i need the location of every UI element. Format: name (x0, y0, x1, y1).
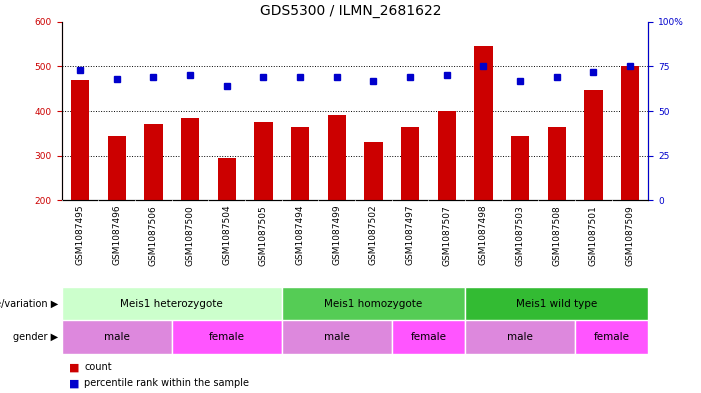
Text: GSM1087498: GSM1087498 (479, 205, 488, 265)
Bar (327, 116, 346, 200)
Text: female: female (594, 332, 629, 342)
Bar (547, 127, 566, 200)
Text: percentile rank within the sample: percentile rank within the sample (84, 378, 249, 388)
Bar (107, 136, 126, 200)
Bar (511, 136, 529, 200)
Text: Meis1 wild type: Meis1 wild type (516, 299, 597, 309)
Text: gender ▶: gender ▶ (13, 332, 58, 342)
Text: Meis1 heterozygote: Meis1 heterozygote (121, 299, 223, 309)
Bar (282, 287, 465, 320)
Bar (217, 158, 236, 200)
Text: male: male (507, 332, 533, 342)
Text: GSM1087495: GSM1087495 (76, 205, 85, 265)
Bar (62, 287, 282, 320)
Text: female: female (410, 332, 447, 342)
Text: GSM1087497: GSM1087497 (406, 205, 414, 265)
Bar (401, 127, 419, 200)
Text: GSM1087499: GSM1087499 (332, 205, 341, 265)
Bar (62, 320, 172, 354)
Text: ■: ■ (69, 362, 79, 373)
Bar (291, 127, 309, 200)
Text: GSM1087509: GSM1087509 (625, 205, 634, 266)
Text: genotype/variation ▶: genotype/variation ▶ (0, 299, 58, 309)
Text: GSM1087494: GSM1087494 (296, 205, 304, 265)
Text: GDS5300 / ILMN_2681622: GDS5300 / ILMN_2681622 (260, 4, 441, 18)
Text: GSM1087496: GSM1087496 (112, 205, 121, 265)
Text: GSM1087502: GSM1087502 (369, 205, 378, 265)
Bar (465, 287, 648, 320)
Text: female: female (209, 332, 245, 342)
Text: GSM1087506: GSM1087506 (149, 205, 158, 266)
Bar (365, 142, 383, 200)
Text: GSM1087508: GSM1087508 (552, 205, 562, 266)
Bar (475, 46, 493, 200)
Text: GSM1087501: GSM1087501 (589, 205, 598, 266)
Bar (181, 118, 199, 200)
Bar (254, 122, 273, 200)
Text: male: male (104, 332, 130, 342)
Text: GSM1087505: GSM1087505 (259, 205, 268, 266)
Bar (144, 125, 163, 200)
Bar (282, 320, 392, 354)
Text: count: count (84, 362, 111, 373)
Text: GSM1087507: GSM1087507 (442, 205, 451, 266)
Bar (465, 320, 575, 354)
Text: Meis1 homozygote: Meis1 homozygote (325, 299, 423, 309)
Bar (172, 320, 282, 354)
Bar (575, 320, 648, 354)
Text: ■: ■ (69, 378, 79, 388)
Bar (437, 111, 456, 200)
Bar (392, 320, 465, 354)
Bar (71, 80, 89, 200)
Text: male: male (324, 332, 350, 342)
Text: GSM1087504: GSM1087504 (222, 205, 231, 265)
Bar (584, 90, 603, 200)
Text: GSM1087503: GSM1087503 (515, 205, 524, 266)
Bar (621, 66, 639, 200)
Text: GSM1087500: GSM1087500 (186, 205, 195, 266)
